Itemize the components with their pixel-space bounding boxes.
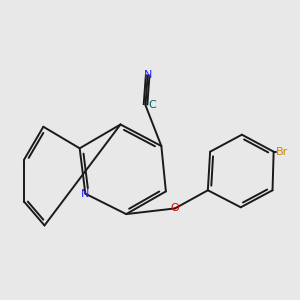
Text: N: N	[81, 189, 89, 199]
Text: C: C	[148, 100, 156, 110]
Text: Br: Br	[276, 147, 288, 157]
Text: O: O	[171, 203, 179, 213]
Text: N: N	[143, 70, 152, 80]
